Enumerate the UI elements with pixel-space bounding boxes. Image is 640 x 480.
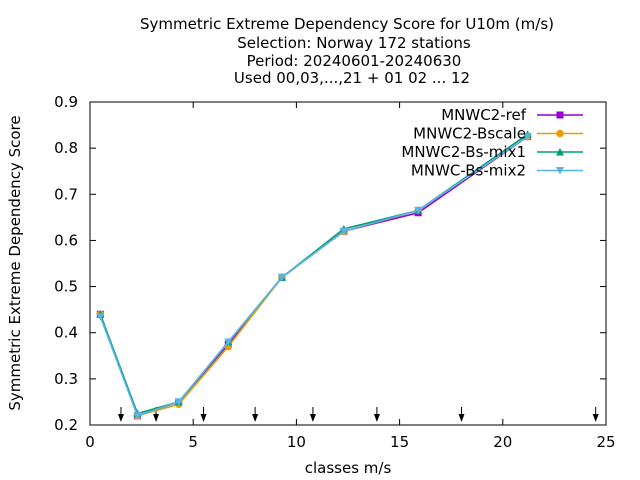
chart-title: Symmetric Extreme Dependency Score for U… — [140, 15, 554, 87]
title-line-3: Period: 20240601-20240630 — [247, 52, 462, 70]
title-line-4: Used 00,03,...,21 + 01 02 ... 12 — [234, 69, 470, 87]
series-layer — [96, 130, 532, 420]
x-tick-label: 20 — [493, 433, 512, 451]
legend-entry-3: MNWC-Bs-mix2 — [411, 162, 583, 180]
x-tick-label: 5 — [188, 433, 198, 451]
x-tick-label: 25 — [596, 433, 615, 451]
class-boundary-arrow-7 — [592, 407, 599, 422]
legend: MNWC2-refMNWC2-BscaleMNWC2-Bs-mix1MNWC-B… — [401, 106, 583, 180]
y-tick-label: 0.3 — [54, 370, 78, 388]
title-line-2: Selection: Norway 172 stations — [237, 34, 471, 52]
x-axis: 0 5 10 15 20 25 — [85, 102, 616, 451]
y-tick-label: 0.9 — [54, 93, 78, 111]
series-point — [414, 206, 423, 215]
x-tick-label: 0 — [85, 433, 95, 451]
class-boundary-arrow-5 — [373, 407, 380, 422]
class-boundary-arrow-2 — [200, 407, 207, 422]
legend-swatch-marker — [556, 148, 564, 156]
legend-label: MNWC2-Bscale — [413, 125, 526, 143]
legend-entry-2: MNWC2-Bs-mix1 — [401, 143, 583, 161]
legend-entry-0: MNWC2-ref — [441, 106, 583, 124]
y-axis-title: Symmetric Extreme Dependency Score — [6, 115, 24, 410]
series-point — [277, 273, 286, 282]
y-axis: 0.2 0.3 0.4 0.5 0.6 0.7 0.8 0.9 — [54, 93, 606, 434]
class-boundary-arrow-0 — [117, 407, 124, 422]
class-boundary-arrow-4 — [309, 407, 316, 422]
legend-label: MNWC2-ref — [441, 106, 526, 124]
legend-label: MNWC2-Bs-mix1 — [401, 143, 526, 161]
legend-label: MNWC-Bs-mix2 — [411, 162, 526, 180]
plot-frame — [89, 101, 607, 426]
y-tick-label: 0.8 — [54, 139, 78, 157]
x-tick-label: 15 — [390, 433, 409, 451]
series-line — [99, 135, 529, 417]
series-point — [174, 398, 183, 406]
legend-entry-1: MNWC2-Bscale — [413, 125, 583, 143]
x-axis-title: classes m/s — [305, 459, 392, 477]
y-tick-label: 0.5 — [54, 278, 78, 296]
series-point — [339, 227, 348, 236]
title-line-1: Symmetric Extreme Dependency Score for U… — [140, 15, 554, 33]
x-tick-label: 10 — [287, 433, 306, 451]
legend-swatch-marker — [556, 167, 564, 175]
y-tick-label: 0.4 — [54, 324, 78, 342]
class-boundary-arrows — [117, 407, 599, 422]
series-point — [133, 412, 142, 420]
legend-swatch-marker — [556, 111, 564, 119]
series-3 — [96, 133, 532, 420]
y-tick-label: 0.7 — [54, 185, 78, 203]
series-point — [523, 133, 532, 141]
legend-swatch-marker — [556, 129, 564, 138]
y-tick-label: 0.6 — [54, 231, 78, 249]
series-point — [224, 338, 233, 346]
y-tick-label: 0.2 — [54, 416, 78, 434]
series-point — [96, 313, 105, 321]
class-boundary-arrow-3 — [252, 407, 259, 422]
class-boundary-arrow-6 — [458, 407, 465, 422]
